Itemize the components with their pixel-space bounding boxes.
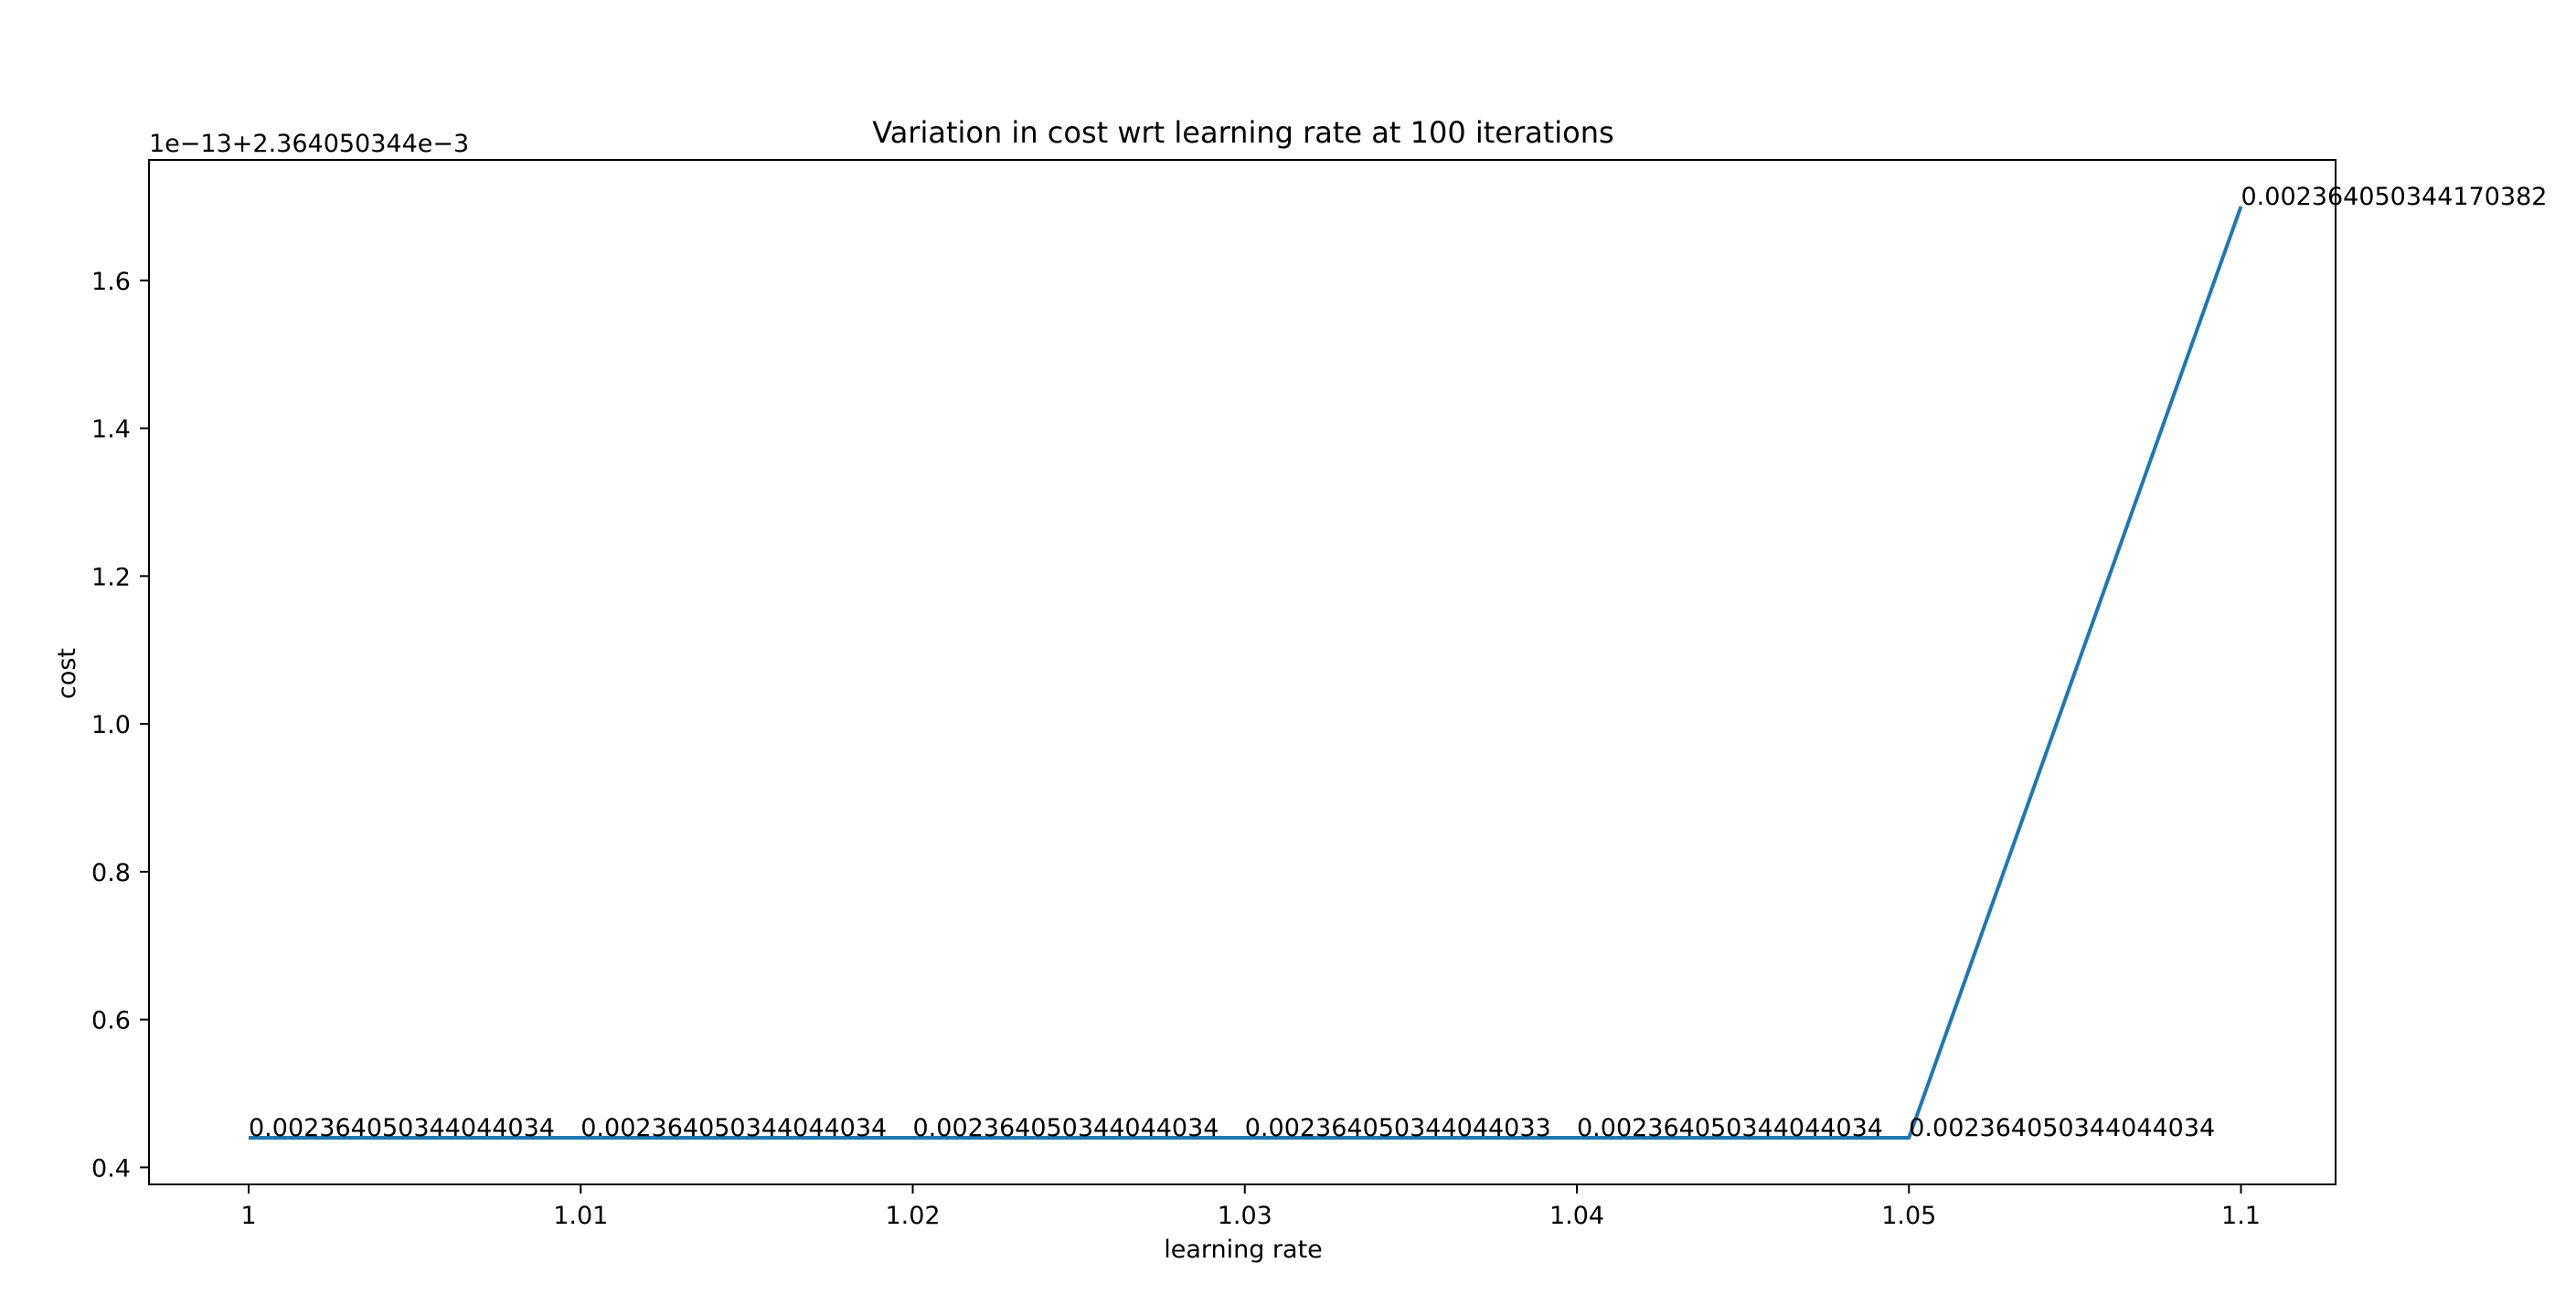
y-tick-label: 0.4	[91, 1154, 131, 1183]
y-tick-label: 0.6	[91, 1007, 131, 1035]
x-tick-label: 1.02	[885, 1202, 940, 1230]
series-line	[249, 206, 2243, 1141]
y-tick-label: 1.0	[91, 711, 131, 739]
y-offset-label: 1e−13+2.364050344e−3	[149, 130, 469, 158]
data-label: 0.002364050344044034	[913, 1114, 1219, 1142]
y-tick-label: 1.4	[91, 416, 131, 444]
x-tick-label: 1	[240, 1202, 256, 1230]
y-axis-label: cost	[53, 648, 81, 699]
y-tick-label: 0.8	[91, 859, 131, 887]
data-label: 0.002364050344044034	[249, 1114, 555, 1142]
data-label: 0.002364050344044034	[1577, 1114, 1883, 1142]
chart-title: Variation in cost wrt learning rate at 1…	[872, 115, 1613, 150]
data-label: 0.002364050344170382	[2241, 183, 2548, 211]
data-label: 0.002364050344044034	[1909, 1114, 2215, 1142]
y-tick-label: 1.2	[91, 563, 131, 591]
plot-frame	[148, 159, 2336, 1185]
x-tick-label: 1.01	[553, 1202, 608, 1230]
x-tick-label: 1.05	[1881, 1202, 1936, 1230]
plot-area: 1 1.01 1.02 1.03 1.04 1.05 1.1 0.4 0.6 0.8 1.0 1.2 1…	[91, 183, 2547, 1230]
y-tick-label: 1.6	[91, 268, 131, 296]
x-axis-label: learning rate	[1164, 1236, 1323, 1264]
data-label: 0.002364050344044034	[580, 1114, 887, 1142]
x-tick-label: 1.04	[1549, 1202, 1604, 1230]
data-label: 0.002364050344044033	[1245, 1114, 1551, 1142]
x-tick-label: 1.03	[1218, 1202, 1272, 1230]
x-tick-label: 1.1	[2221, 1202, 2261, 1230]
